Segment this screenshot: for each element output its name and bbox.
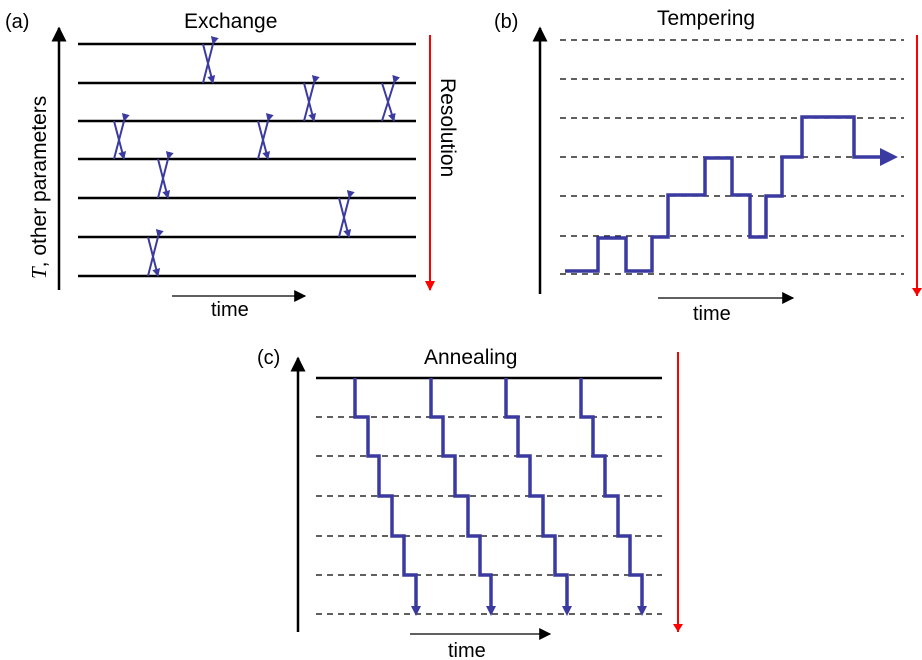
panel-a-ylabel: T, other parameters: [27, 96, 51, 279]
annealing-arrowhead: [562, 606, 572, 616]
exchange-cross: [257, 113, 274, 160]
exchange-cross: [303, 75, 320, 122]
panel-b-tag: (b): [494, 11, 518, 33]
panel-a-ylabel-symbol: T: [27, 266, 51, 279]
panel-c-title: Annealing: [424, 346, 517, 369]
panel-c-annealing-paths: [353, 378, 644, 608]
exchange-cross: [381, 74, 400, 122]
panel-c-resolution-arrowhead: [673, 624, 683, 632]
annealing-path: [353, 378, 418, 608]
panel-b: (b) Tempering time: [494, 7, 922, 325]
panel-b-time-label: time: [693, 303, 731, 325]
panel-a-title: Exchange: [184, 10, 277, 33]
annealing-arrowhead: [486, 606, 496, 616]
panel-a-resolution-label: Resolution: [436, 78, 459, 177]
panel-b-tempering-path: [565, 115, 888, 273]
exchange-cross: [338, 190, 355, 238]
panel-a-exchanges: [113, 36, 400, 277]
annealing-arrowhead: [411, 606, 421, 616]
annealing-path: [504, 378, 569, 608]
annealing-path: [579, 378, 644, 608]
panel-c: (c) Annealing time: [257, 346, 683, 660]
panel-a-resolution-label-wrap: Resolution: [436, 78, 459, 177]
exchange-cross: [157, 151, 174, 199]
panel-b-title: Tempering: [657, 7, 755, 30]
panel-b-path-arrowhead: [880, 148, 898, 166]
panel-a-ylabel-text: , other parameters: [28, 96, 51, 268]
panel-a-time-label: time: [211, 299, 249, 321]
exchange-cross: [202, 36, 219, 84]
panel-c-tag: (c): [257, 347, 280, 369]
panel-c-time-label: time: [448, 640, 486, 660]
panel-b-resolution-arrowhead: [912, 288, 922, 296]
panel-a-tag: (a): [5, 11, 29, 33]
exchange-cross: [113, 113, 130, 160]
annealing-path: [429, 378, 493, 608]
panel-a: (a) Exchange T, other parameters: [5, 10, 459, 321]
svg-text:T, other parameters: T, other parameters: [27, 96, 51, 279]
exchange-cross: [147, 229, 164, 277]
panel-c-arrowheads: [411, 606, 647, 616]
panel-a-levels: [78, 42, 416, 278]
annealing-arrowhead: [637, 606, 647, 616]
